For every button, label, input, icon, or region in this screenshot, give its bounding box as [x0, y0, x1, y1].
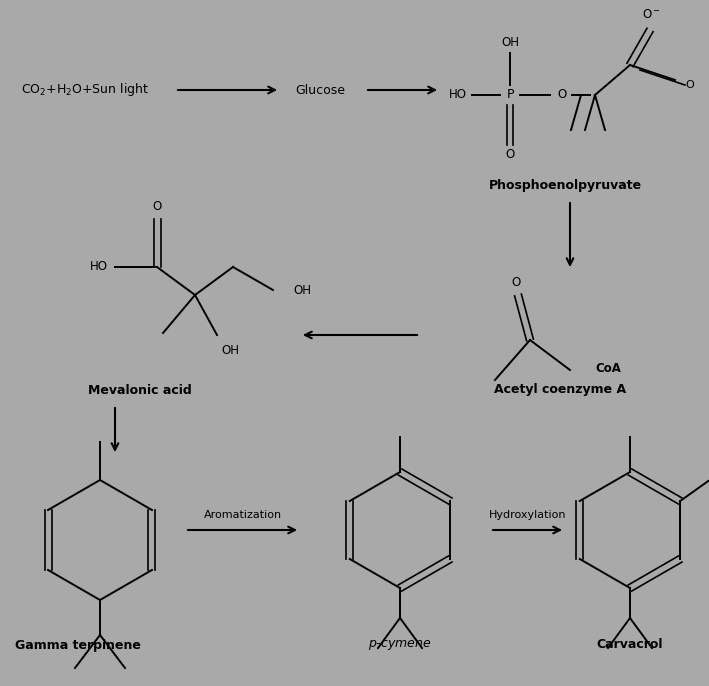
Text: P: P: [506, 88, 514, 102]
Text: O: O: [506, 148, 515, 161]
Text: O: O: [511, 276, 520, 289]
Text: O$^-$: O$^-$: [642, 8, 661, 21]
Text: Phosphoenolpyruvate: Phosphoenolpyruvate: [489, 178, 642, 191]
Text: O: O: [557, 88, 566, 102]
Text: $p$-cymene: $p$-cymene: [368, 638, 432, 652]
Text: CO$_2$+H$_2$O+Sun light: CO$_2$+H$_2$O+Sun light: [21, 82, 149, 99]
Text: HO: HO: [90, 261, 108, 274]
Text: Hydroxylation: Hydroxylation: [489, 510, 566, 520]
Text: HO: HO: [449, 88, 467, 102]
Text: OH: OH: [221, 344, 239, 357]
Text: Aromatization: Aromatization: [204, 510, 282, 520]
Text: Mevalonic acid: Mevalonic acid: [88, 383, 192, 397]
Text: Gamma terpinene: Gamma terpinene: [15, 639, 141, 652]
Text: Carvacrol: Carvacrol: [597, 639, 663, 652]
Text: Acetyl coenzyme A: Acetyl coenzyme A: [494, 383, 626, 397]
Text: Glucose: Glucose: [295, 84, 345, 97]
Text: OH: OH: [501, 36, 519, 49]
Text: OH: OH: [293, 283, 311, 296]
Text: CoA: CoA: [595, 362, 621, 375]
Text: O: O: [686, 80, 694, 90]
Text: O: O: [152, 200, 162, 213]
